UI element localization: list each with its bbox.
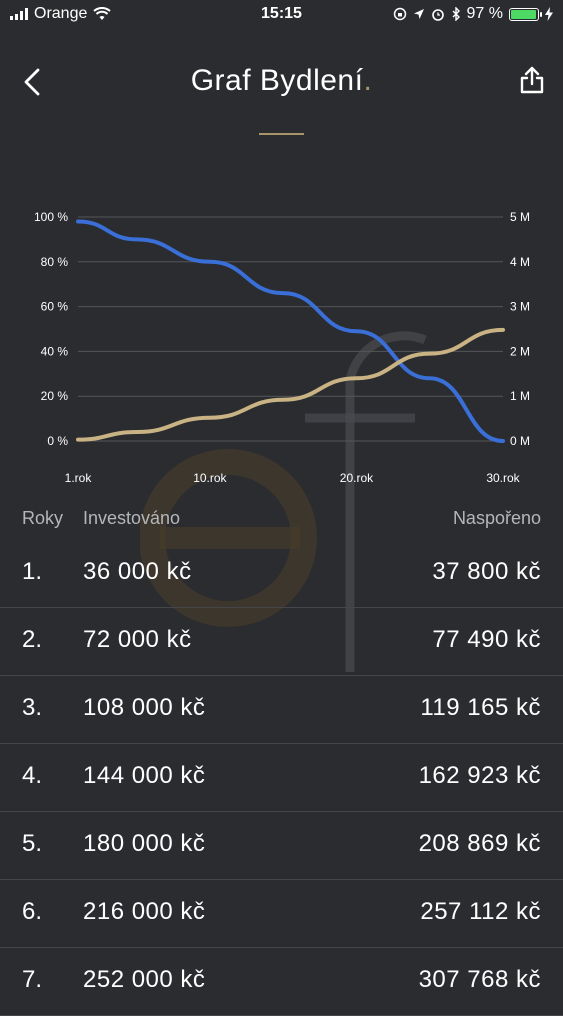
left-tick-label: 60 % bbox=[41, 300, 69, 314]
table-row: 3. 108 000 kč 119 165 kč bbox=[0, 676, 563, 744]
row-year: 6. bbox=[22, 898, 43, 925]
row-saved: 77 490 kč bbox=[432, 626, 541, 653]
x-tick-label: 1.rok bbox=[65, 471, 93, 485]
back-button[interactable] bbox=[18, 62, 48, 102]
row-year: 4. bbox=[22, 762, 43, 789]
table-header: Roky Investováno Naspořeno bbox=[0, 508, 563, 532]
left-tick-label: 20 % bbox=[41, 389, 69, 403]
row-year: 7. bbox=[22, 966, 43, 993]
status-time: 15:15 bbox=[261, 5, 302, 22]
row-saved: 257 112 kč bbox=[420, 898, 541, 925]
series-line-percent bbox=[76, 219, 505, 443]
right-tick-label: 0 M bbox=[510, 434, 530, 448]
bluetooth-icon bbox=[452, 7, 460, 21]
row-invested: 216 000 kč bbox=[83, 898, 206, 925]
left-tick-label: 40 % bbox=[41, 344, 69, 358]
row-invested: 108 000 kč bbox=[83, 694, 206, 721]
charging-icon bbox=[545, 7, 553, 21]
table-row: 4. 144 000 kč 162 923 kč bbox=[0, 744, 563, 812]
page-title: Graf Bydlení. bbox=[0, 64, 563, 98]
right-tick-label: 4 M bbox=[510, 255, 530, 269]
row-year: 1. bbox=[22, 558, 43, 585]
table-row: 6. 216 000 kč 257 112 kč bbox=[0, 880, 563, 948]
left-tick-label: 80 % bbox=[41, 255, 69, 269]
table-row: 7. 252 000 kč 307 768 kč bbox=[0, 948, 563, 1016]
right-tick-label: 5 M bbox=[510, 210, 530, 224]
column-header-saved: Naspořeno bbox=[452, 508, 541, 528]
row-invested: 252 000 kč bbox=[83, 966, 206, 993]
battery-percent: 97 % bbox=[466, 5, 503, 22]
row-invested: 72 000 kč bbox=[83, 626, 192, 653]
table-row: 2. 72 000 kč 77 490 kč bbox=[0, 608, 563, 676]
carrier-label: Orange bbox=[34, 5, 88, 22]
page-title-text: Graf Bydlení bbox=[190, 64, 364, 97]
left-tick-label: 100 % bbox=[34, 210, 68, 224]
row-invested: 36 000 kč bbox=[83, 558, 192, 585]
location-icon bbox=[413, 9, 424, 19]
row-year: 5. bbox=[22, 830, 43, 857]
page-title-dot: . bbox=[363, 64, 373, 97]
chart-grid bbox=[78, 216, 503, 442]
left-axis: 100 % 80 % 60 % 40 % 20 % 0 % bbox=[34, 210, 68, 448]
status-left: Orange bbox=[10, 5, 112, 23]
status-right: 97 % bbox=[393, 5, 553, 23]
share-button[interactable] bbox=[519, 64, 545, 96]
series-line-amount bbox=[76, 327, 505, 442]
table-body: 1. 36 000 kč 37 800 kč 2. 72 000 kč 77 4… bbox=[0, 540, 563, 1016]
column-header-year: Roky bbox=[22, 508, 64, 528]
chevron-left-icon bbox=[24, 68, 40, 96]
row-saved: 208 869 kč bbox=[418, 830, 541, 857]
row-invested: 144 000 kč bbox=[83, 762, 206, 789]
table-row: 5. 180 000 kč 208 869 kč bbox=[0, 812, 563, 880]
signal-icon bbox=[10, 8, 28, 20]
x-tick-label: 30.rok bbox=[486, 471, 520, 485]
left-tick-label: 0 % bbox=[47, 434, 68, 448]
row-saved: 162 923 kč bbox=[418, 762, 541, 789]
battery-level bbox=[511, 9, 537, 19]
wifi-icon bbox=[93, 7, 112, 20]
status-bar: Orange 15:15 97 % bbox=[0, 0, 563, 30]
x-axis: 1.rok 10.rok 20.rok 30.rok bbox=[65, 471, 521, 485]
orientation-lock-icon bbox=[393, 7, 406, 21]
x-tick-label: 20.rok bbox=[340, 471, 374, 485]
chart-series bbox=[76, 219, 505, 443]
x-tick-label: 10.rok bbox=[193, 471, 227, 485]
right-axis: 5 M 4 M 3 M 2 M 1 M 0 M bbox=[510, 210, 530, 448]
row-invested: 180 000 kč bbox=[83, 830, 206, 857]
right-tick-label: 2 M bbox=[510, 344, 530, 358]
row-saved: 119 165 kč bbox=[420, 694, 541, 721]
row-saved: 307 768 kč bbox=[418, 966, 541, 993]
share-icon bbox=[520, 66, 544, 94]
row-saved: 37 800 kč bbox=[432, 558, 541, 585]
battery-icon bbox=[509, 7, 542, 21]
column-header-invested: Investováno bbox=[83, 508, 181, 528]
savings-chart: 100 % 80 % 60 % 40 % 20 % 0 % 5 M 4 M 3 M 2 M 1 M… bbox=[34, 210, 530, 485]
right-tick-label: 1 M bbox=[510, 389, 530, 403]
title-divider bbox=[259, 133, 304, 135]
right-tick-label: 3 M bbox=[510, 300, 530, 314]
row-year: 3. bbox=[22, 694, 43, 721]
alarm-icon bbox=[431, 9, 444, 21]
table-row: 1. 36 000 kč 37 800 kč bbox=[0, 540, 563, 608]
row-year: 2. bbox=[22, 626, 43, 653]
